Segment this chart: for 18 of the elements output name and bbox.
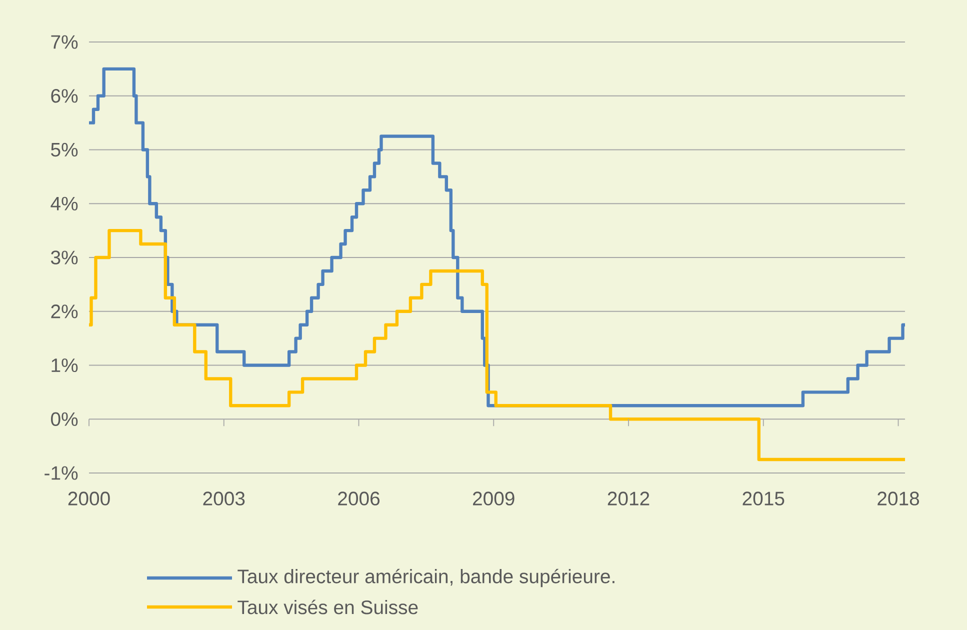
y-tick-label: 0% — [51, 412, 78, 426]
y-tick-label: 5% — [51, 142, 78, 157]
x-tick-label: 2018 — [878, 492, 920, 506]
legend-label: Taux visés en Suisse — [238, 600, 418, 614]
x-tick-label: 2006 — [338, 492, 380, 506]
y-tick-label: -1% — [44, 466, 78, 480]
y-tick-label: 7% — [51, 35, 78, 49]
y-tick-label: 4% — [50, 196, 78, 210]
y-tick-label: 3% — [50, 250, 78, 264]
x-tick-label: 2015 — [742, 492, 784, 506]
y-tick-label: 6% — [51, 89, 78, 103]
y-tick-label: 1% — [52, 358, 78, 372]
x-tick-label: 2003 — [203, 492, 245, 506]
x-tick-label: 2000 — [68, 492, 110, 506]
x-tick-label: 2009 — [473, 492, 514, 506]
y-tick-label: 2% — [51, 304, 78, 318]
legend-label: Taux directeur américain, bande supérieure. — [238, 568, 614, 588]
x-tick-label: 2012 — [608, 492, 650, 506]
